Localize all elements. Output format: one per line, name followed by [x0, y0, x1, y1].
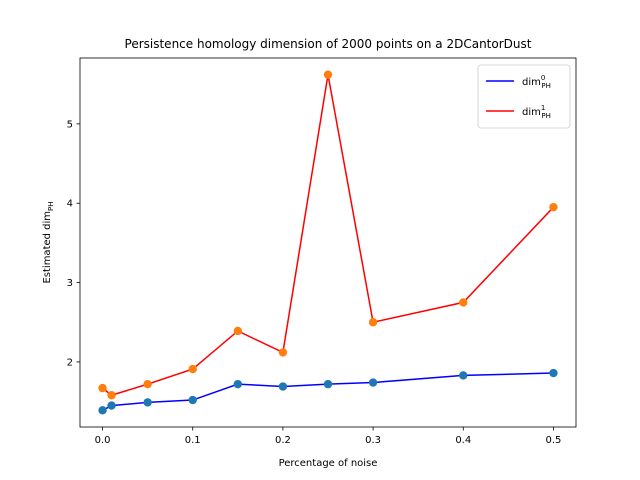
data-point-dim1: [278, 348, 288, 357]
data-point-dim1: [233, 326, 243, 336]
series-line-dim0: [102, 372, 554, 412]
data-point-dim1: [368, 318, 378, 327]
data-point-dim0: [459, 371, 468, 380]
y-axis-label-base: Estimated dim: [42, 211, 53, 284]
legend-label-dim1: dim1 PH: [522, 104, 551, 120]
chart-title: Persistence homology dimension of 2000 p…: [125, 37, 532, 51]
data-point-dim1: [98, 383, 107, 393]
data-point-dim0: [143, 398, 152, 407]
x-tick-label: 0.4: [455, 435, 471, 446]
data-point-dim1: [323, 70, 333, 79]
data-point-dim0: [368, 378, 378, 387]
data-point-dim1: [107, 391, 116, 400]
y-axis-ticks: 2 3 4 5: [67, 119, 80, 368]
x-tick-label: 0.1: [185, 435, 201, 446]
data-point-dim0: [107, 401, 116, 410]
data-point-dim0: [278, 382, 288, 391]
legend-frame: [477, 64, 571, 129]
y-tick-label: 3: [67, 278, 73, 289]
y-tick-label: 2: [67, 357, 73, 368]
x-tick-label: 0.3: [365, 435, 381, 446]
data-point-dim0: [188, 395, 197, 405]
x-axis-label: Percentage of noise: [279, 458, 378, 469]
legend-entry-dim0: dim0 PH: [486, 74, 551, 90]
series-layer: [98, 70, 558, 415]
data-point-dim0: [233, 379, 243, 389]
data-point-dim1: [143, 379, 152, 389]
y-axis-label: Estimated dimPH: [42, 201, 55, 283]
data-point-dim0: [323, 379, 333, 389]
data-point-dim1: [549, 202, 558, 212]
svg-text:Estimated dimPH: Estimated dimPH: [42, 201, 55, 283]
data-point-dim1: [188, 364, 197, 374]
legend: dim0 PH dim1 PH: [477, 64, 571, 129]
legend-entry-dim1: dim1 PH: [486, 104, 551, 120]
y-tick-label: 5: [67, 119, 73, 130]
data-point-dim0: [549, 368, 558, 378]
series-line-dim1: [102, 74, 554, 397]
x-tick-label: 0.5: [546, 435, 562, 446]
x-tick-label: 0.0: [95, 435, 111, 446]
data-point-dim0: [98, 406, 107, 415]
axes-frame: [79, 57, 577, 428]
x-tick-label: 0.2: [275, 435, 291, 446]
y-tick-label: 4: [67, 199, 73, 210]
legend-label-dim0: dim0 PH: [522, 74, 551, 90]
data-point-dim1: [459, 298, 468, 307]
x-axis-ticks: 0.0 0.1 0.2 0.3 0.4 0.5: [95, 427, 562, 446]
y-axis-label-sub: PH: [47, 201, 55, 211]
